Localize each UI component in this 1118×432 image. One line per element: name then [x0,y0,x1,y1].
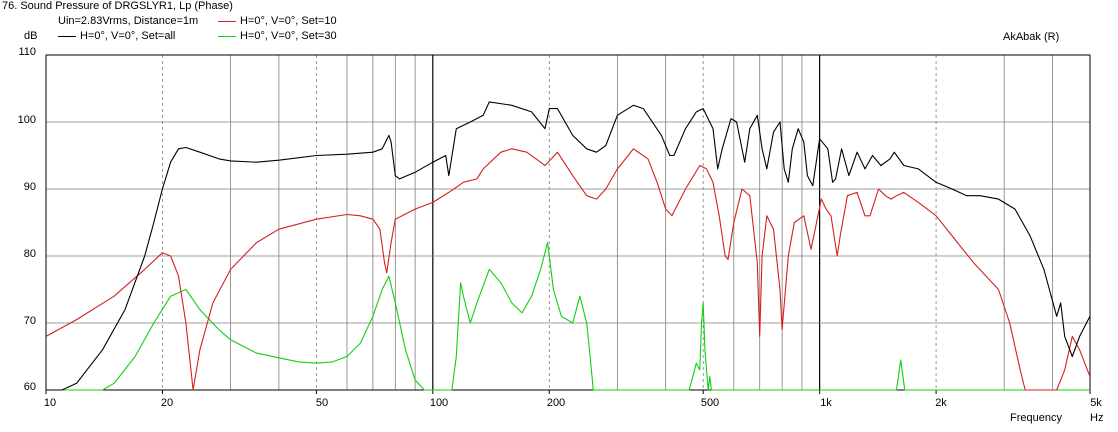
series-line-set-30 [46,242,1090,391]
legend-swatch-black [58,35,76,37]
brand-label: AkAbak (R) [1003,31,1060,43]
legend-item-set-30: H=0°, V=0°, Set=30 [218,30,337,44]
conditions-label: Uin=2.83Vrms, Distance=1m [58,15,199,27]
x-tick-label-5k: 5k [1090,397,1102,409]
y-tick-label-70: 70 [23,315,36,327]
plot-frame [45,54,1091,391]
y-tick-label-110: 110 [18,46,36,58]
x-tick-label-50: 50 [315,397,329,409]
y-tick-label-100: 100 [17,114,36,126]
x-tick-label-100: 100 [429,397,449,409]
legend-label: H=0°, V=0°, Set=10 [240,15,337,27]
chart-title: 76. Sound Pressure of DRGSLYR1, Lp (Phas… [2,0,233,12]
legend-label: H=0°, V=0°, Set=30 [240,30,337,42]
y-tick-label-80: 80 [23,248,36,260]
x-tick-label-20: 20 [160,397,174,409]
legend-swatch-red [218,20,236,22]
x-tick-label-2k: 2k [935,397,947,409]
x-axis-label: Frequency [1010,412,1062,424]
series-line-set-all [46,101,1091,391]
legend-swatch-green [218,35,236,37]
y-tick-label-60: 60 [23,381,36,393]
x-axis-unit: Hz [1090,412,1104,424]
x-tick-label-1k: 1k [820,397,832,409]
y-tick-label-90: 90 [23,181,36,193]
legend-item-set-10: H=0°, V=0°, Set=10 [218,15,337,29]
x-tick-label-10: 10 [43,397,57,409]
series-line-set-10 [45,148,1091,391]
y-axis-unit: dB [24,30,38,42]
x-tick-label-500: 500 [700,397,720,409]
x-tick-label-200: 200 [546,397,566,409]
legend-label: H=0°, V=0°, Set=all [80,30,176,42]
legend-item-set-all: H=0°, V=0°, Set=all [58,30,175,44]
